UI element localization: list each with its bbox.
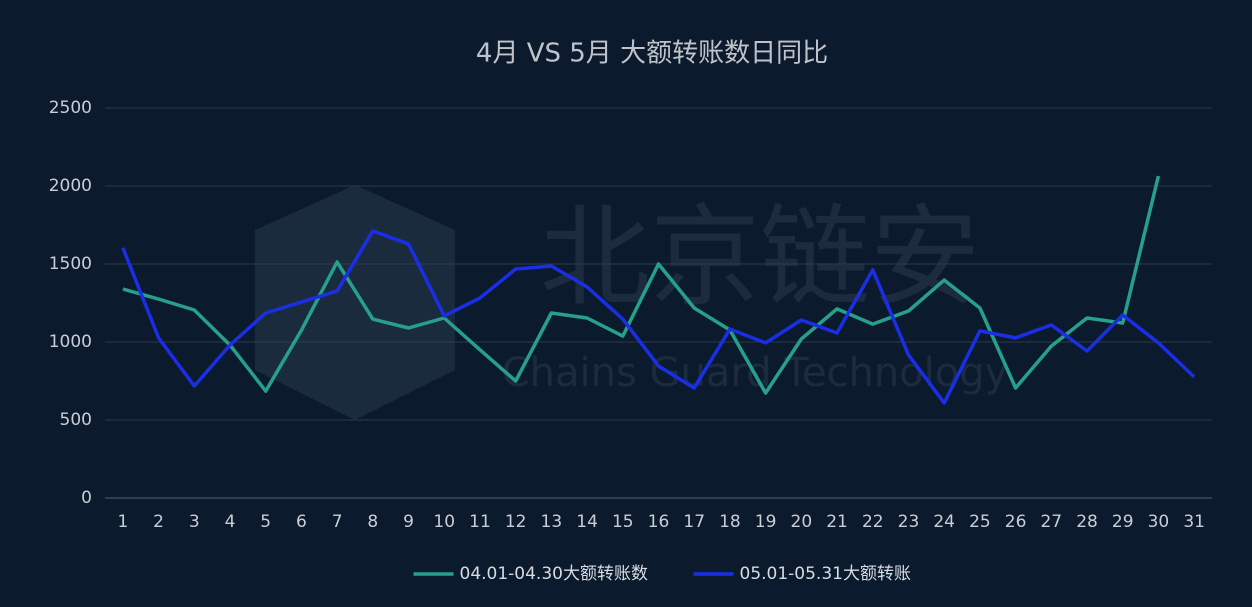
x-tick-label: 6 [296,512,307,532]
legend-label: 04.01-04.30大额转账数 [460,564,648,584]
x-tick-label: 16 [648,512,670,532]
x-tick-label: 13 [541,512,563,532]
watermark: 北京链安 Chains Guard Technology [255,185,1008,420]
x-tick-label: 27 [1040,512,1062,532]
chart-title: 4月 VS 5月 大额转账数日同比 [476,39,828,69]
x-tick-label: 8 [367,512,378,532]
y-tick-label: 1000 [49,332,92,352]
x-tick-label: 26 [1005,512,1027,532]
y-tick-label: 1500 [49,254,92,274]
y-tick-label: 2000 [49,176,92,196]
x-tick-label: 3 [189,512,200,532]
x-tick-label: 12 [505,512,527,532]
series-line [121,229,1196,405]
x-tick-label: 28 [1076,512,1098,532]
x-tick-label: 21 [826,512,848,532]
watermark-logo [255,185,455,420]
x-tick-label: 22 [862,512,884,532]
x-tick-label: 9 [403,512,414,532]
x-tick-label: 23 [898,512,920,532]
x-tick-label: 2 [153,512,164,532]
x-tick-label: 29 [1112,512,1134,532]
x-tick-label: 17 [683,512,705,532]
x-tick-label: 18 [719,512,741,532]
x-tick-label: 20 [791,512,813,532]
x-tick-label: 25 [969,512,991,532]
x-tick-label: 31 [1183,512,1205,532]
x-tick-label: 30 [1148,512,1170,532]
series-line [122,175,1161,395]
x-tick-label: 10 [433,512,455,532]
legend-label: 05.01-05.31大额转账 [740,564,911,584]
x-tick-label: 15 [612,512,634,532]
y-tick-label: 0 [81,488,92,508]
y-tick-label: 500 [60,410,92,430]
y-tick-label: 2500 [49,98,92,118]
watermark-title: 北京链安 [540,193,980,321]
x-tick-label: 14 [576,512,598,532]
x-tick-label: 19 [755,512,777,532]
x-tick-label: 1 [117,512,128,532]
x-tick-label: 7 [332,512,343,532]
x-tick-label: 11 [469,512,491,532]
x-tick-label: 5 [260,512,271,532]
x-tick-label: 24 [933,512,955,532]
x-tick-label: 4 [225,512,236,532]
